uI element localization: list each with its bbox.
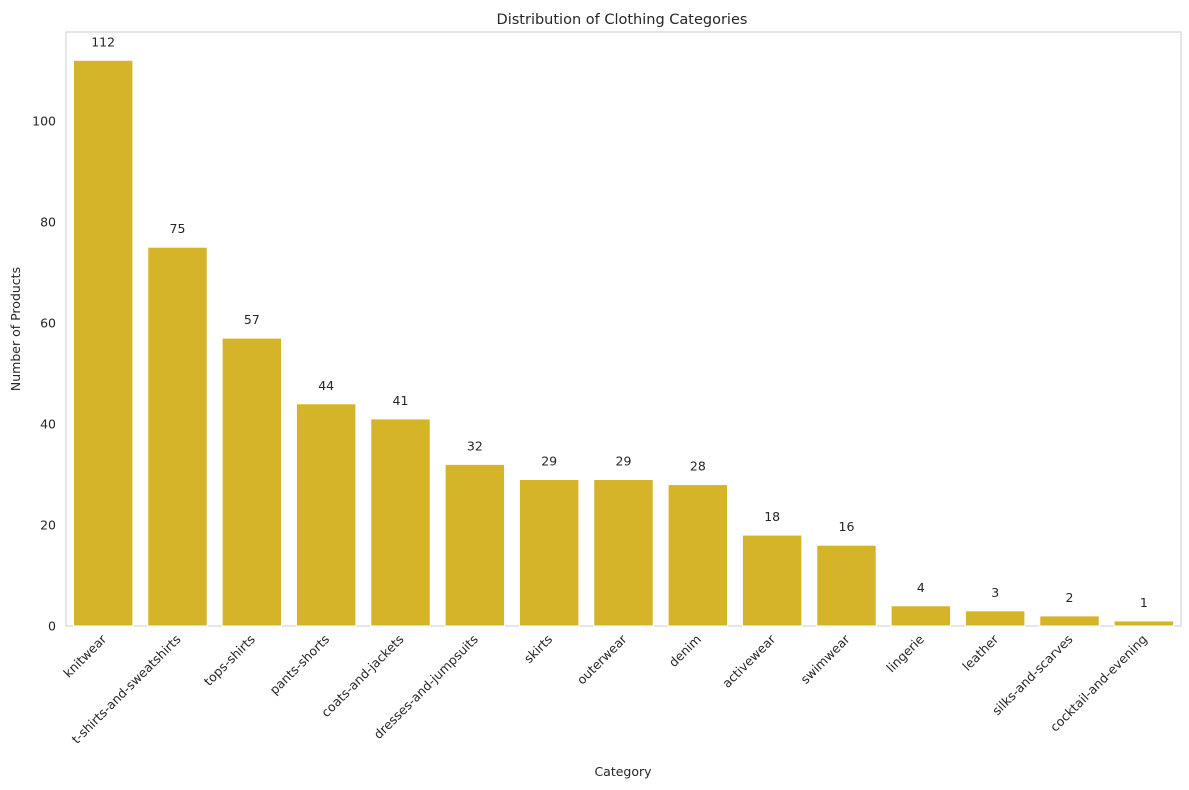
y-tick-label-100: 100 (32, 113, 56, 128)
data-label-denim: 28 (690, 459, 706, 474)
data-label-lingerie: 4 (917, 580, 925, 595)
x-axis-label: Category (594, 764, 652, 779)
data-label-dresses-and-jumpsuits: 32 (467, 438, 483, 453)
bar-knitwear (72, 59, 134, 627)
bar-silks-and-scarves (1039, 615, 1100, 627)
data-label-leather: 3 (991, 585, 999, 600)
bar-leather (964, 610, 1026, 627)
y-tick-label-60: 60 (40, 315, 56, 330)
data-label-skirts: 29 (541, 454, 557, 469)
x-tick-label-pants-shorts: pants-shorts (266, 632, 332, 698)
x-tick-label-activewear: activewear (719, 631, 779, 691)
data-label-outerwear: 29 (616, 454, 632, 469)
data-label-knitwear: 112 (91, 34, 115, 49)
bar-outerwear (593, 479, 654, 627)
x-tick-label-skirts: skirts (521, 632, 555, 666)
y-tick-label-40: 40 (40, 416, 56, 431)
bar-t-shirts-and-sweatshirts (147, 246, 208, 627)
data-label-coats-and-jackets: 41 (393, 393, 409, 408)
bar-pants-shorts (295, 403, 357, 627)
x-tick-label-outerwear: outerwear (574, 631, 630, 687)
x-tick-label-denim: denim (666, 632, 704, 670)
x-tick-label-leather: leather (959, 631, 1002, 674)
y-tick-label-20: 20 (40, 517, 56, 532)
x-tick-label-coats-and-jackets: coats-and-jackets (318, 632, 406, 720)
y-axis-label: Number of Products (8, 267, 23, 391)
x-tick-label-tops-shirts: tops-shirts (201, 632, 258, 689)
x-tick-label-silks-and-scarves: silks-and-scarves (989, 632, 1076, 719)
y-tick-label-0: 0 (48, 619, 56, 634)
data-label-t-shirts-and-sweatshirts: 75 (170, 221, 186, 236)
data-label-swimwear: 16 (839, 519, 855, 534)
bar-dresses-and-jumpsuits (444, 463, 506, 627)
bar-denim (667, 484, 729, 627)
y-tick-label-80: 80 (40, 214, 56, 229)
bar-cocktail-and-evening (1113, 620, 1175, 627)
data-label-activewear: 18 (764, 509, 780, 524)
data-label-tops-shirts: 57 (244, 312, 260, 327)
bar-lingerie (890, 605, 952, 627)
data-label-pants-shorts: 44 (318, 378, 334, 393)
data-label-silks-and-scarves: 2 (1066, 590, 1074, 605)
bar-swimwear (816, 544, 877, 627)
bar-coats-and-jackets (370, 418, 431, 627)
x-tick-label-knitwear: knitwear (60, 631, 110, 681)
x-tick-label-lingerie: lingerie (883, 631, 927, 675)
y-axis-ticks: 0 20 40 60 80 100 (32, 113, 56, 633)
bar-tops-shirts (221, 337, 283, 627)
bars-group (72, 59, 1175, 627)
data-label-cocktail-and-evening: 1 (1140, 595, 1148, 610)
x-tick-label-swimwear: swimwear (797, 631, 853, 687)
bar-skirts (518, 479, 580, 627)
bar-activewear (741, 534, 803, 627)
chart-title: Distribution of Clothing Categories (497, 12, 748, 28)
